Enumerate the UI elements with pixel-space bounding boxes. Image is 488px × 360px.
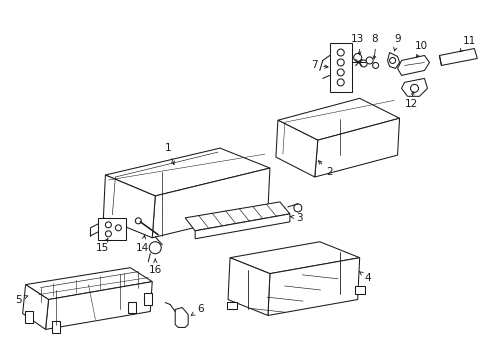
Polygon shape: [195, 214, 289, 239]
Polygon shape: [267, 258, 359, 315]
Polygon shape: [229, 242, 359, 274]
Text: 8: 8: [370, 33, 377, 44]
Circle shape: [353, 54, 361, 62]
Polygon shape: [439, 49, 476, 66]
Circle shape: [366, 57, 372, 64]
Polygon shape: [275, 120, 317, 177]
Bar: [98, 218, 126, 240]
Circle shape: [149, 242, 161, 254]
Polygon shape: [387, 53, 399, 68]
Text: 1: 1: [164, 143, 174, 165]
Text: 11: 11: [459, 36, 475, 52]
Polygon shape: [22, 285, 48, 329]
Circle shape: [293, 204, 301, 212]
Circle shape: [337, 59, 344, 66]
Polygon shape: [45, 282, 152, 329]
Polygon shape: [401, 78, 427, 96]
Text: 6: 6: [191, 305, 203, 315]
Bar: [24, 311, 33, 323]
Circle shape: [337, 69, 344, 76]
Text: 12: 12: [404, 99, 417, 109]
Polygon shape: [152, 168, 269, 238]
Text: 7: 7: [311, 60, 327, 71]
Bar: [144, 293, 152, 305]
Bar: [354, 285, 364, 293]
Text: 5: 5: [15, 294, 28, 305]
Text: 3: 3: [290, 213, 303, 223]
Polygon shape: [185, 202, 289, 231]
Polygon shape: [314, 118, 399, 177]
Polygon shape: [397, 55, 428, 75]
Polygon shape: [277, 98, 399, 140]
Text: 14: 14: [135, 235, 149, 253]
Text: 10: 10: [414, 41, 427, 50]
Text: 4: 4: [359, 271, 370, 283]
Text: 13: 13: [350, 33, 364, 44]
Bar: [329, 42, 351, 92]
Bar: [51, 321, 60, 333]
Bar: [128, 302, 136, 314]
Text: 15: 15: [96, 239, 109, 253]
Circle shape: [360, 60, 366, 67]
Circle shape: [105, 222, 111, 228]
Text: 2: 2: [318, 161, 332, 177]
Polygon shape: [175, 307, 188, 328]
Polygon shape: [103, 175, 155, 238]
Circle shape: [337, 49, 344, 56]
Circle shape: [372, 62, 378, 68]
Circle shape: [337, 79, 344, 86]
Polygon shape: [105, 148, 269, 196]
Circle shape: [389, 58, 395, 63]
Circle shape: [105, 231, 111, 237]
Circle shape: [115, 225, 121, 231]
Circle shape: [410, 84, 418, 92]
Polygon shape: [227, 258, 269, 315]
Polygon shape: [25, 268, 152, 300]
Circle shape: [135, 218, 141, 224]
Bar: [226, 302, 237, 310]
Text: 9: 9: [393, 33, 400, 51]
Text: 16: 16: [148, 259, 162, 275]
